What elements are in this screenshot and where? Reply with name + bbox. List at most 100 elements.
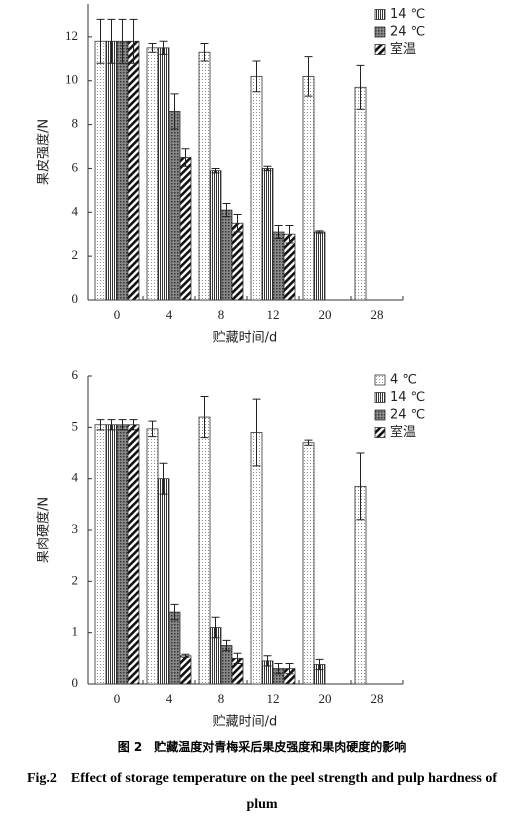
y-tick-label: 0: [72, 291, 79, 306]
x-axis-label: 贮藏时间/d: [213, 715, 278, 730]
error-bar: [263, 165, 272, 172]
legend-label: 室温: [390, 424, 416, 440]
error-bar: [233, 652, 242, 664]
x-tick-label: 0: [114, 691, 121, 706]
error-bar: [233, 213, 242, 233]
legend-swatch: [374, 9, 386, 20]
y-tick-label: 4: [72, 203, 79, 218]
error-bar: [263, 655, 272, 667]
bar: [127, 424, 140, 685]
error-bar: [96, 18, 105, 64]
x-tick-label: 28: [371, 691, 384, 706]
legend-label: 4 ℃: [390, 373, 417, 388]
bar: [179, 655, 192, 685]
error-bar: [159, 462, 168, 495]
bar: [157, 47, 170, 301]
error-bar: [118, 419, 127, 431]
bar: [198, 51, 211, 301]
bar: [354, 86, 367, 301]
error-bar: [274, 224, 283, 240]
error-bar: [107, 18, 116, 64]
legend-label: 室温: [390, 41, 416, 57]
error-bar: [222, 639, 231, 652]
error-bar: [118, 18, 127, 64]
error-bar: [200, 396, 209, 439]
error-bar: [252, 60, 261, 93]
error-bar: [315, 230, 324, 234]
y-tick-label: 3: [72, 521, 79, 536]
bar: [313, 231, 326, 301]
error-bar: [274, 662, 283, 675]
legend-swatch: [374, 44, 386, 55]
legend-label: 24 ℃: [390, 25, 425, 40]
bar: [94, 40, 107, 301]
x-tick-label: 4: [166, 307, 173, 322]
x-tick-label: 8: [218, 691, 225, 706]
error-bar: [107, 419, 116, 431]
y-tick-label: 12: [65, 28, 78, 43]
bar: [231, 222, 244, 301]
x-tick-label: 12: [267, 307, 280, 322]
error-bar: [304, 439, 313, 446]
y-tick-label: 10: [65, 72, 78, 87]
y-tick-label: 5: [72, 418, 79, 433]
bar: [272, 231, 285, 301]
bar: [116, 40, 129, 301]
bar: [157, 478, 170, 685]
y-tick-label: 1: [72, 624, 79, 639]
error-bar: [181, 653, 190, 658]
error-bar: [170, 603, 179, 621]
error-bar: [148, 42, 157, 53]
error-bar: [222, 203, 231, 218]
bar: [261, 168, 274, 301]
x-tick-label: 20: [319, 307, 332, 322]
legend-swatch: [374, 427, 386, 438]
bar: [220, 645, 233, 685]
y-tick-label: 6: [72, 367, 79, 382]
error-bar: [211, 616, 220, 639]
bar: [105, 424, 118, 685]
x-tick-label: 4: [166, 691, 173, 706]
bar: [116, 424, 129, 685]
legend-label: 24 ℃: [390, 408, 425, 423]
bar: [146, 47, 159, 301]
y-axis-label: 果肉硬度/N: [36, 497, 52, 563]
error-bar: [252, 398, 261, 467]
bar: [146, 428, 159, 685]
error-bar: [200, 42, 209, 62]
bar: [179, 157, 192, 301]
error-bar: [304, 56, 313, 97]
bar: [283, 233, 296, 301]
y-axis-label: 果皮强度/N: [36, 119, 52, 185]
x-tick-label: 12: [267, 691, 280, 706]
y-tick-label: 8: [72, 116, 79, 131]
x-tick-label: 0: [114, 307, 121, 322]
y-tick-label: 0: [72, 675, 79, 690]
error-bar: [211, 167, 220, 174]
y-tick-label: 6: [72, 159, 79, 174]
x-tick-label: 28: [371, 307, 384, 322]
error-bar: [181, 148, 190, 167]
x-tick-label: 8: [218, 307, 225, 322]
bar: [220, 209, 233, 301]
bar: [302, 442, 315, 685]
bar: [168, 111, 181, 301]
error-bar: [356, 64, 365, 110]
error-bar: [356, 452, 365, 521]
y-tick-label: 2: [72, 572, 79, 587]
bar: [94, 424, 107, 685]
bar: [198, 416, 211, 685]
bar: [105, 40, 118, 301]
y-tick-label: 4: [72, 470, 79, 485]
error-bar: [170, 93, 179, 130]
error-bar: [285, 662, 294, 675]
x-axis-label: 贮藏时间/d: [213, 331, 278, 346]
y-tick-label: 2: [72, 247, 79, 262]
caption-cn: 图 2 贮藏温度对青梅采后果皮强度和果肉硬度的影响: [117, 740, 407, 754]
caption-en: Fig.2 Effect of storage temperature on t…: [26, 771, 497, 812]
error-bar: [315, 658, 324, 671]
bar: [250, 432, 263, 685]
error-bar: [129, 419, 138, 431]
legend-swatch: [374, 392, 386, 403]
